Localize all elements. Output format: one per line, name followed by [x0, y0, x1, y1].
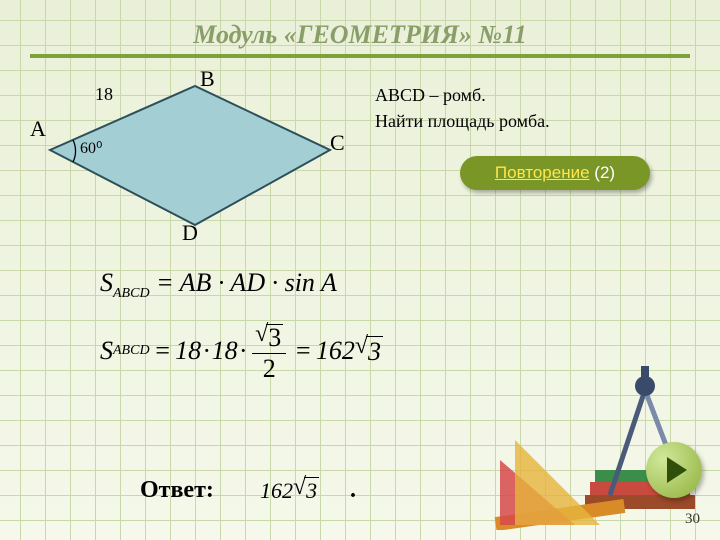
answer-value: 162 √3 [260, 477, 319, 504]
formula2-sub: ABCD [113, 343, 150, 359]
formula2-result-rad: 3 [366, 336, 383, 367]
formula2-den: 2 [263, 354, 276, 382]
review-label-rest: (2) [590, 163, 616, 182]
rhombus-figure: A B C D 18 60⁰ [30, 70, 346, 245]
play-button[interactable] [646, 442, 702, 498]
formula2-result-coef: 162 [316, 336, 355, 366]
problem-line2: Найти площадь ромба. [375, 108, 550, 134]
answer-coef: 162 [260, 478, 293, 504]
formula2-num-rad: 3 [266, 324, 283, 351]
vertex-c-label: C [330, 130, 345, 156]
page-title: Модуль «ГЕОМЕТРИЯ» №11 [0, 20, 720, 50]
problem-statement: ABCD – ромб. Найти площадь ромба. [375, 82, 550, 134]
formula2-fraction: √3 2 [252, 320, 286, 382]
formula2-b: 18 [212, 336, 238, 366]
formula1-lhs-sub: ABCD [113, 286, 150, 301]
answer-rad: 3 [304, 477, 319, 504]
answer-label: Ответ: [140, 477, 214, 504]
formula-computation: SABCD = 18 · 18 · √3 2 = 162 √3 [100, 320, 383, 382]
answer-period: . [350, 477, 356, 504]
vertex-d-label: D [182, 220, 198, 246]
review-button[interactable]: Повторение (2) [460, 156, 650, 190]
rhombus-svg [30, 70, 346, 245]
vertex-a-label: A [30, 116, 46, 142]
page-number: 30 [685, 511, 700, 528]
angle-label: 60⁰ [80, 138, 102, 158]
side-length-label: 18 [95, 84, 113, 105]
title-underline [30, 54, 690, 58]
problem-line1: ABCD – ромб. [375, 82, 550, 108]
formula1-rhs: = AB · AD · sin A [150, 268, 337, 297]
formula2-a: 18 [175, 336, 201, 366]
vertex-b-label: B [200, 66, 215, 92]
formula1-lhs-S: S [100, 268, 113, 297]
review-label-underlined: Повторение [495, 163, 590, 182]
formula-area: SABCD = AB · AD · sin A [100, 268, 337, 302]
